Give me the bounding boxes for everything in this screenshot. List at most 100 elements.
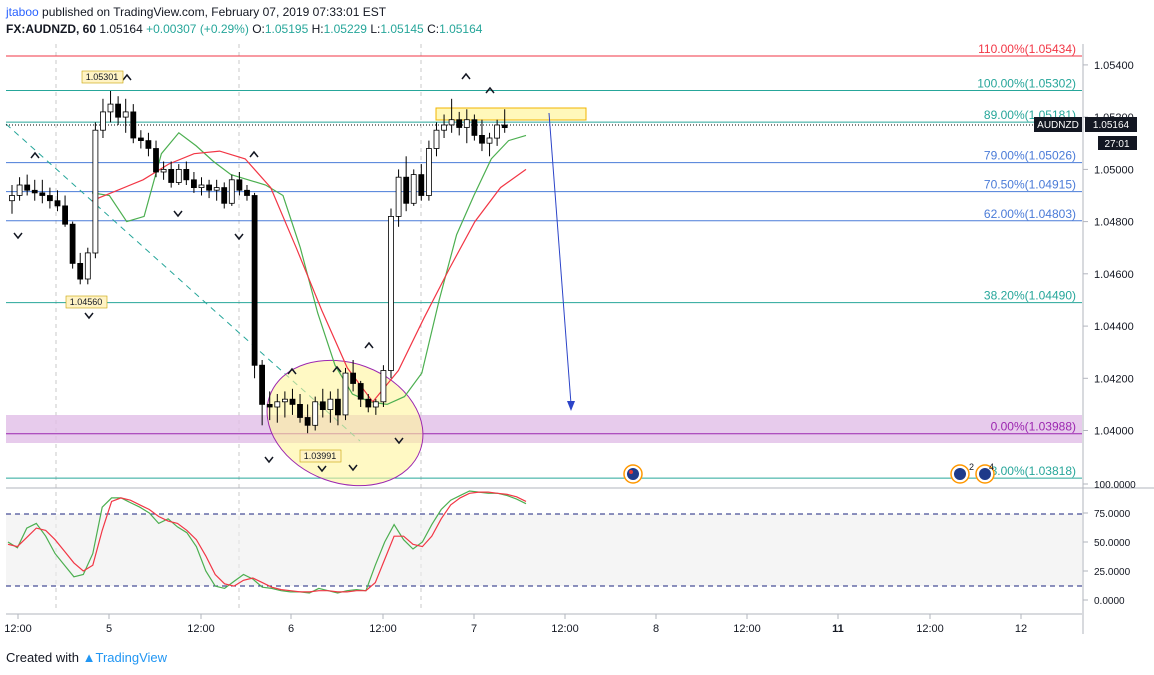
event-flag-group-icon[interactable]: 2 4 (950, 462, 995, 484)
fractal-up-5 (364, 341, 374, 349)
candle-body-2 (24, 184, 31, 191)
candle-body-5 (47, 195, 53, 202)
candle-body-27 (213, 187, 220, 191)
svg-text:1.05301: 1.05301 (86, 72, 119, 82)
time-axis[interactable]: 12:00 5 12:00 6 12:00 7 12:00 8 12:00 11 12:00 12 (4, 614, 1027, 635)
fib-label-5: 62.00%(1.04803) (984, 207, 1076, 221)
price-chart[interactable]: 110.00%(1.05434)100.00%(1.05302)89.00%(1… (0, 0, 1154, 640)
candle-body-46 (357, 383, 364, 400)
candle-body-23 (183, 168, 190, 181)
fib-label-4: 70.50%(1.04915) (984, 178, 1076, 192)
candle-body-61 (471, 119, 478, 136)
candle-body-10 (84, 252, 91, 280)
stoch-k-line (7, 490, 527, 594)
fractal-up-3 (287, 367, 297, 375)
svg-text:1.03991: 1.03991 (304, 451, 337, 461)
candle-body-54 (418, 174, 425, 196)
fib-label-1: 100.00%(1.05302) (977, 77, 1076, 91)
candle-body-22 (175, 168, 182, 183)
low-label: L: (370, 22, 381, 36)
price-tick-5: 1.04400 (1094, 321, 1134, 333)
candle-body-11 (92, 129, 99, 254)
candlesticks (9, 91, 508, 434)
open-label: O: (252, 22, 265, 36)
oscillator-axis[interactable]: 100.0000 75.0000 50.0000 25.0000 0.0000 (1083, 480, 1136, 607)
publish-line: jtaboo published on TradingView.com, Feb… (6, 5, 386, 19)
high-label: 1.05301 (81, 70, 124, 84)
svg-text:1.04560: 1.04560 (70, 297, 103, 307)
candle-body-56 (433, 129, 440, 149)
candle-body-30 (236, 179, 243, 191)
candle-body-8 (69, 223, 76, 264)
symbol-line: FX:AUDNZD, 60 1.05164 +0.00307 (+0.29%) … (6, 22, 482, 36)
close-label: C: (427, 22, 440, 36)
candle-body-33 (259, 364, 266, 405)
candle-body-39 (304, 417, 311, 426)
moving-averages (91, 131, 527, 406)
candle-body-9 (77, 262, 84, 280)
reversal-ellipse (266, 359, 424, 487)
fractal-down-3 (234, 233, 244, 241)
high-label: H: (311, 22, 324, 36)
candle-body-65 (501, 124, 508, 128)
candle-body-25 (198, 184, 205, 188)
price-tick-2: 1.05000 (1094, 164, 1134, 176)
price-tick-6: 1.04200 (1094, 373, 1134, 385)
candle-body-24 (190, 179, 197, 189)
fractal-up-0 (30, 151, 40, 159)
time-tick-3: 6 (288, 623, 294, 635)
candle-body-44 (342, 372, 349, 416)
candle-body-55 (425, 148, 432, 196)
candle-body-19 (153, 148, 159, 173)
candle-body-13 (107, 103, 114, 113)
candle-body-32 (251, 195, 258, 366)
fibonacci-levels: 110.00%(1.05434)100.00%(1.05302)89.00%(1… (6, 42, 1082, 479)
candle-body-21 (168, 168, 175, 183)
osc-tick-3: 25.0000 (1094, 567, 1131, 578)
candle-body-53 (410, 174, 417, 204)
close-value: 1.05164 (439, 22, 483, 36)
fractal-up-1 (122, 73, 132, 81)
svg-text:AUDNZD: AUDNZD (1037, 120, 1079, 131)
price-axis[interactable]: 1.054001.052001.050001.048001.046001.044… (1083, 60, 1134, 438)
candle-body-62 (479, 134, 485, 144)
time-tick-7: 8 (653, 623, 659, 635)
event-flag-icon[interactable] (623, 464, 643, 484)
fib-label-6: 38.20%(1.04490) (984, 289, 1076, 303)
candle-body-63 (486, 137, 493, 144)
time-tick-1: 5 (106, 623, 112, 635)
candle-body-28 (221, 187, 228, 204)
time-tick-0: 12:00 (4, 623, 32, 635)
fib-label-7: 0.00%(1.03988) (991, 420, 1076, 434)
footer: Created with ▲TradingView (6, 650, 167, 665)
symbol-label: FX:AUDNZD, 60 (6, 22, 97, 36)
last-price: 1.05164 (99, 22, 143, 36)
osc-tick-1: 75.0000 (1094, 509, 1131, 520)
candle-body-16 (130, 111, 137, 139)
candle-body-15 (122, 111, 129, 118)
tradingview-link[interactable]: TradingView (95, 650, 168, 665)
price-tick-0: 1.05400 (1094, 60, 1134, 72)
resistance-box (435, 107, 587, 121)
oscillator-pane-bg (6, 514, 1082, 586)
candle-body-6 (54, 200, 61, 207)
candle-body-43 (334, 398, 341, 416)
time-tick-10: 12:00 (916, 623, 944, 635)
candle-body-52 (403, 176, 410, 204)
candle-body-50 (388, 215, 394, 371)
candle-body-0 (9, 195, 15, 202)
projection-arrow (548, 112, 575, 411)
time-tick-5: 7 (471, 623, 477, 635)
author-link[interactable]: jtaboo (6, 5, 39, 19)
candle-body-38 (297, 403, 303, 418)
candle-body-47 (365, 398, 372, 408)
open-value: 1.05195 (264, 22, 309, 36)
candle-body-26 (206, 184, 213, 191)
candle-body-45 (350, 372, 357, 384)
fib-label-0: 110.00%(1.05434) (978, 42, 1076, 56)
time-tick-8: 12:00 (733, 623, 761, 635)
candle-body-57 (441, 124, 448, 131)
price-tick-7: 1.04000 (1094, 426, 1134, 438)
svg-text:1.05164: 1.05164 (1093, 120, 1130, 131)
candle-body-42 (327, 398, 334, 411)
